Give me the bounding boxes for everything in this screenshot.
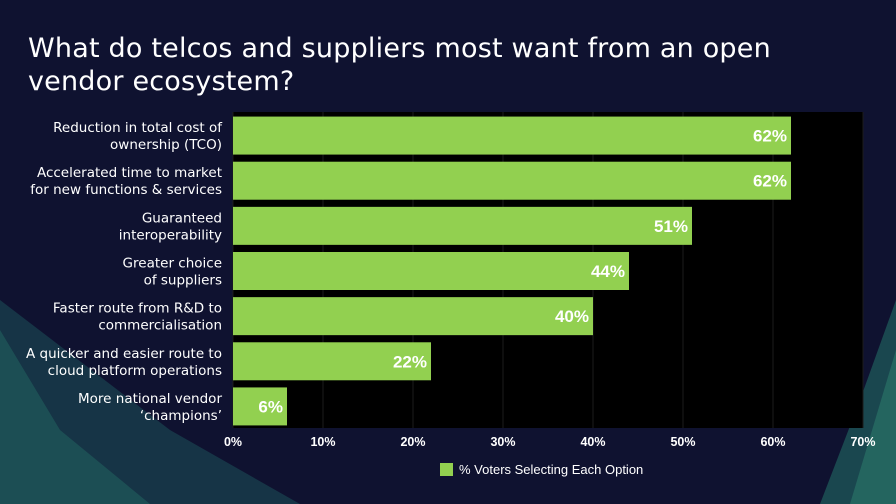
data-label: 40% — [555, 307, 589, 326]
tick-label: 20% — [400, 435, 425, 449]
tick-label: 50% — [670, 435, 695, 449]
bar — [233, 297, 593, 336]
category-label: Guaranteed — [142, 210, 222, 226]
tick-label: 60% — [760, 435, 785, 449]
tick-label: 0% — [224, 435, 242, 449]
category-label: ‘champions’ — [140, 408, 222, 424]
legend-swatch — [440, 463, 453, 476]
bar — [233, 206, 692, 245]
bars: 62% 62% 51% 44% 40% 22% 6% — [233, 116, 791, 426]
tick-label: 10% — [310, 435, 335, 449]
category-label: A quicker and easier route to — [26, 346, 222, 362]
bar — [233, 252, 629, 290]
bar — [233, 161, 791, 200]
category-label: of suppliers — [144, 273, 222, 289]
category-label: More national vendor — [78, 391, 222, 407]
data-label: 62% — [753, 127, 787, 146]
data-label: 44% — [591, 262, 625, 281]
category-label: cloud platform operations — [48, 363, 222, 379]
bar — [233, 116, 791, 155]
tick-label: 40% — [580, 435, 605, 449]
data-label: 6% — [258, 397, 283, 416]
legend-label: % Voters Selecting Each Option — [459, 462, 643, 477]
bar — [233, 387, 287, 426]
bar — [233, 342, 431, 381]
tick-label: 70% — [850, 435, 875, 449]
category-label: commercialisation — [98, 318, 222, 334]
chart-title: What do telcos and suppliers most want f… — [28, 33, 771, 97]
data-label: 22% — [393, 352, 427, 371]
category-label: ownership (TCO) — [110, 137, 222, 153]
category-label: interoperability — [119, 227, 222, 243]
data-label: 62% — [753, 172, 787, 191]
category-label: Reduction in total cost of — [53, 120, 223, 136]
category-label: Greater choice — [123, 256, 222, 272]
category-label: Accelerated time to market — [37, 165, 222, 181]
legend: % Voters Selecting Each Option — [440, 462, 643, 477]
tick-label: 30% — [490, 435, 515, 449]
category-label: Faster route from R&D to — [53, 301, 222, 317]
x-axis-ticks: 0% 10% 20% 30% 40% 50% 60% 70% — [224, 435, 876, 449]
category-label: for new functions & services — [30, 182, 222, 198]
data-label: 51% — [654, 217, 688, 236]
